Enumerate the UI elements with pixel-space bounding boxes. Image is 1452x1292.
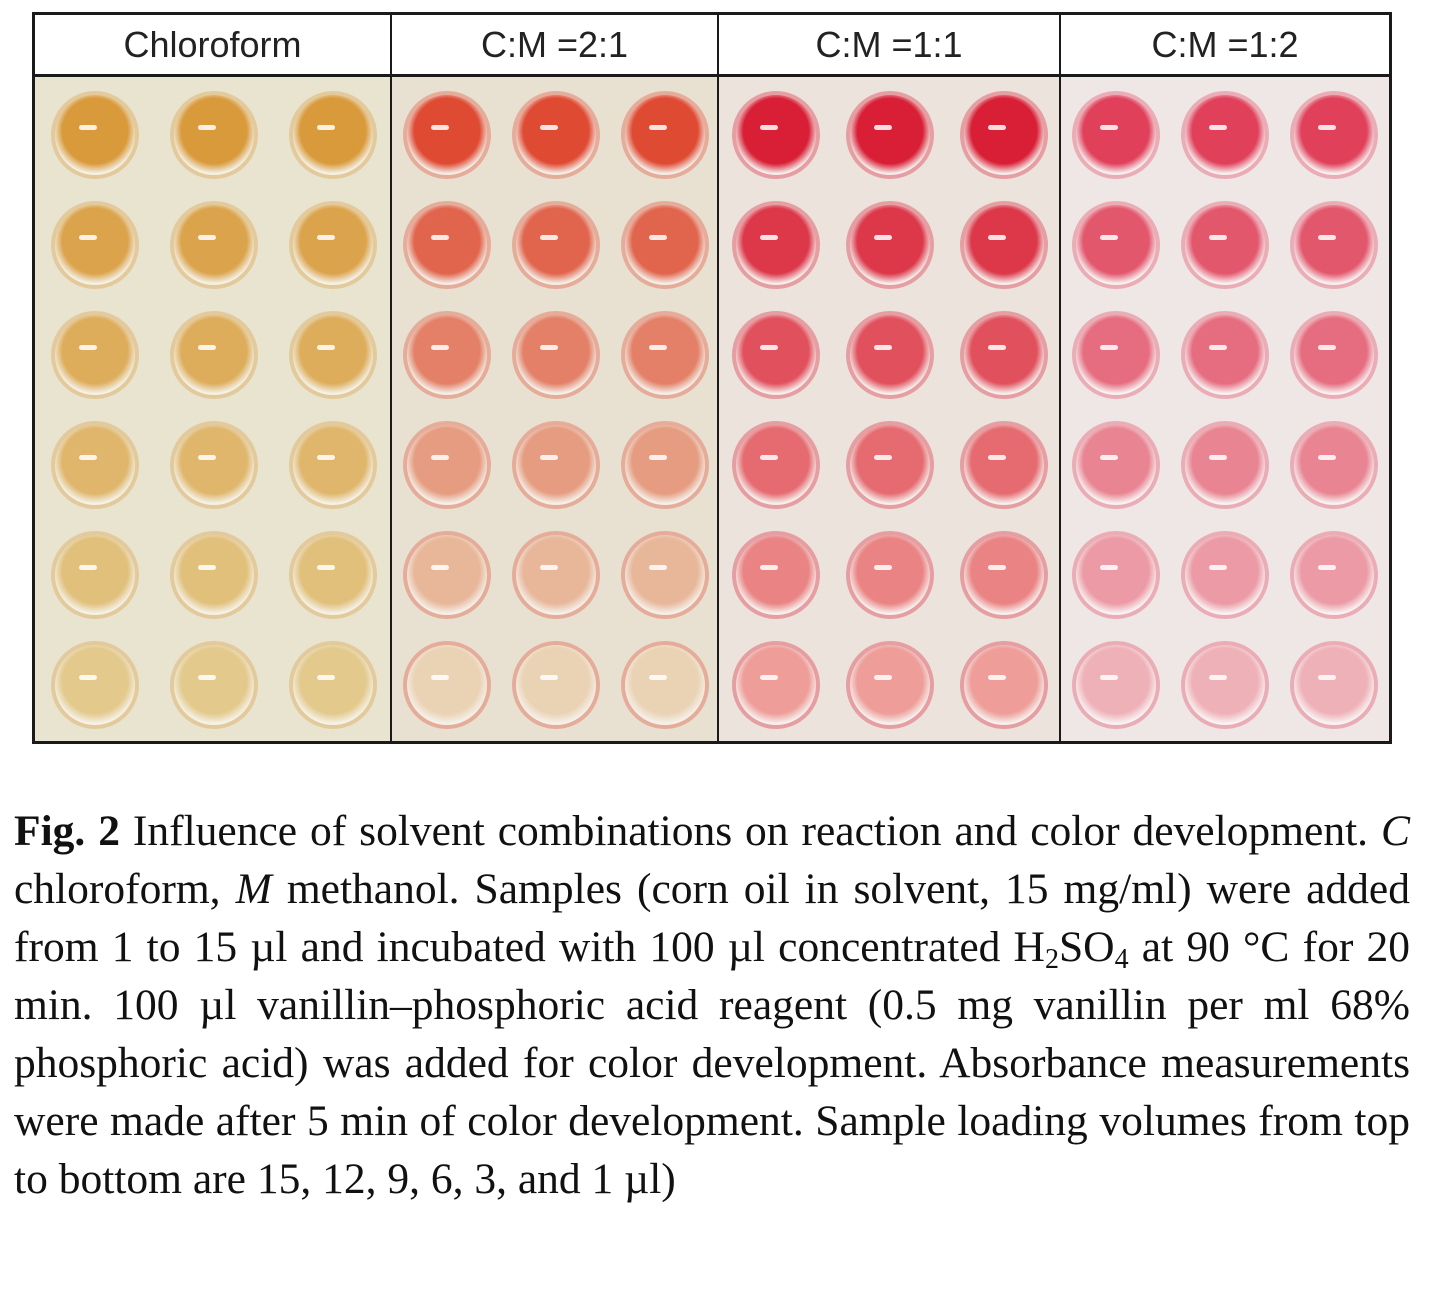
well — [960, 311, 1048, 399]
figure-caption: Fig. 2 Influence of solvent combinations… — [14, 802, 1410, 1208]
well — [402, 421, 491, 509]
panel-cm-2-1 — [392, 77, 719, 741]
well — [169, 421, 258, 509]
well — [402, 91, 491, 179]
well — [732, 531, 820, 619]
caption-text-5: at 90 °C for 20 min. 100 µl vanillin–pho… — [14, 923, 1410, 1203]
well — [1071, 641, 1160, 729]
well — [511, 91, 600, 179]
well — [1181, 311, 1269, 399]
plate-photo — [35, 77, 1389, 741]
well — [732, 421, 820, 509]
well — [50, 421, 139, 509]
header-row: Chloroform C:M =2:1 C:M =1:1 C:M =1:2 — [35, 15, 1389, 77]
header-cm-2-1: C:M =2:1 — [392, 15, 719, 74]
well-plate-figure: Chloroform C:M =2:1 C:M =1:1 C:M =1:2 — [32, 12, 1392, 744]
well — [50, 531, 139, 619]
header-cm-1-2: C:M =1:2 — [1151, 23, 1299, 65]
well — [846, 91, 934, 179]
well — [288, 421, 377, 509]
caption-m-abbrev: M — [235, 865, 272, 913]
well — [402, 311, 491, 399]
well — [620, 311, 709, 399]
well — [1181, 91, 1269, 179]
well — [846, 641, 934, 729]
well — [288, 201, 377, 289]
well — [960, 421, 1048, 509]
well — [846, 421, 934, 509]
well — [511, 311, 600, 399]
caption-text-2: chloroform, — [14, 865, 236, 913]
well — [169, 201, 258, 289]
well — [1290, 641, 1379, 729]
well — [50, 91, 139, 179]
well — [288, 91, 377, 179]
well — [50, 311, 139, 399]
well — [1071, 91, 1160, 179]
panel-cm-1-2 — [1061, 77, 1389, 741]
well — [620, 201, 709, 289]
well — [960, 91, 1048, 179]
well — [1071, 201, 1160, 289]
well — [620, 531, 709, 619]
well — [1071, 311, 1160, 399]
well — [846, 201, 934, 289]
well — [960, 531, 1048, 619]
well — [511, 201, 600, 289]
subscript-4: 4 — [1114, 944, 1129, 975]
well — [50, 201, 139, 289]
well — [1181, 421, 1269, 509]
well — [1290, 201, 1379, 289]
well — [511, 421, 600, 509]
well — [732, 641, 820, 729]
well — [620, 91, 709, 179]
well — [169, 531, 258, 619]
well — [1290, 311, 1379, 399]
well — [288, 641, 377, 729]
well — [1181, 641, 1269, 729]
header-chloroform: Chloroform — [35, 15, 392, 74]
well — [1290, 421, 1379, 509]
well — [732, 201, 820, 289]
well — [169, 91, 258, 179]
well — [620, 641, 709, 729]
header-cm-1-1: C:M =1:1 — [719, 15, 1061, 74]
well — [1071, 531, 1160, 619]
well — [288, 531, 377, 619]
caption-c-abbrev: C — [1380, 807, 1410, 855]
well — [846, 311, 934, 399]
well — [50, 641, 139, 729]
caption-text-3: methanol. Samples (corn oil in solvent, … — [14, 865, 1410, 971]
well — [169, 311, 258, 399]
well — [732, 311, 820, 399]
panel-chloroform — [35, 77, 392, 741]
well — [960, 641, 1048, 729]
well — [402, 201, 491, 289]
well — [1290, 91, 1379, 179]
well — [1290, 531, 1379, 619]
panel-cm-1-1 — [719, 77, 1061, 741]
subscript-2: 2 — [1044, 944, 1059, 975]
well — [960, 201, 1048, 289]
well — [402, 531, 491, 619]
well — [846, 531, 934, 619]
well — [288, 311, 377, 399]
well — [1071, 421, 1160, 509]
well — [620, 421, 709, 509]
well — [169, 641, 258, 729]
well — [1181, 531, 1269, 619]
well — [732, 91, 820, 179]
well — [1181, 201, 1269, 289]
caption-text-1: Influence of solvent combinations on rea… — [119, 807, 1381, 855]
caption-text-4: SO — [1058, 923, 1115, 971]
well — [511, 531, 600, 619]
figure-label: Fig. 2 — [14, 807, 120, 855]
well — [402, 641, 491, 729]
well — [511, 641, 600, 729]
